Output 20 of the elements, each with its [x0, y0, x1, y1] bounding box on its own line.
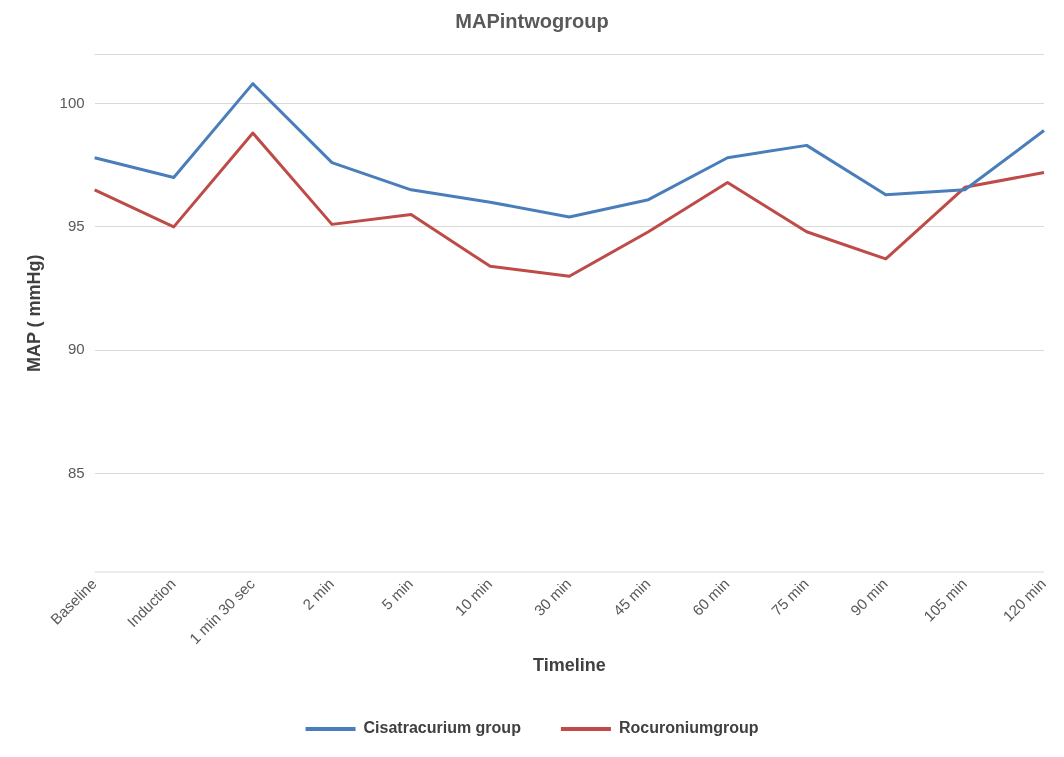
x-tick-label: 1 min 30 sec	[185, 574, 259, 648]
x-tick-label: 60 min	[688, 574, 733, 619]
legend-label: Rocuroniumgroup	[618, 719, 759, 737]
y-axis-title: MAP ( mmHg)	[23, 254, 44, 373]
x-tick-label: 30 min	[530, 574, 575, 619]
x-tick-label: 105 min	[920, 574, 970, 625]
y-tick-label: 95	[67, 216, 85, 234]
chart-title: MAPintwogroup	[455, 9, 609, 32]
x-tick-label: 90 min	[846, 574, 891, 619]
x-tick-label: 5 min	[378, 574, 417, 613]
x-axis-title: Timeline	[532, 655, 606, 676]
legend-label: Cisatracurium group	[363, 719, 522, 737]
x-tick-label: 120 min	[999, 574, 1050, 625]
x-tick-label: 10 min	[451, 574, 496, 619]
y-tick-label: 100	[59, 93, 85, 111]
x-tick-label: 45 min	[609, 574, 654, 619]
y-tick-label: 90	[67, 340, 85, 358]
x-tick-label: 75 min	[767, 574, 812, 619]
y-tick-label: 85	[67, 463, 85, 481]
x-tick-label: 2 min	[299, 574, 338, 613]
